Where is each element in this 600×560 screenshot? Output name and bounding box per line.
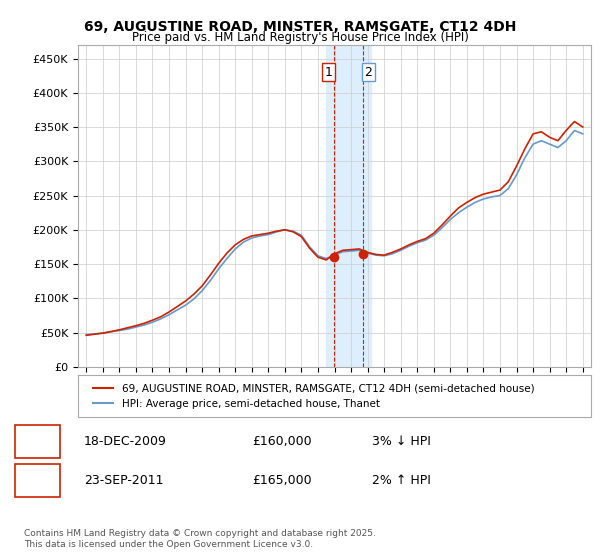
Text: 2% ↑ HPI: 2% ↑ HPI	[372, 474, 431, 487]
Text: 3% ↓ HPI: 3% ↓ HPI	[372, 435, 431, 448]
Text: £165,000: £165,000	[252, 474, 311, 487]
Text: 2: 2	[364, 66, 372, 79]
Text: £160,000: £160,000	[252, 435, 311, 448]
Text: 1: 1	[325, 66, 333, 79]
Text: 69, AUGUSTINE ROAD, MINSTER, RAMSGATE, CT12 4DH: 69, AUGUSTINE ROAD, MINSTER, RAMSGATE, C…	[84, 20, 516, 34]
Text: 2: 2	[33, 474, 41, 487]
Text: 18-DEC-2009: 18-DEC-2009	[84, 435, 167, 448]
Text: Contains HM Land Registry data © Crown copyright and database right 2025.
This d: Contains HM Land Registry data © Crown c…	[24, 529, 376, 549]
FancyBboxPatch shape	[15, 425, 60, 458]
Legend: 69, AUGUSTINE ROAD, MINSTER, RAMSGATE, CT12 4DH (semi-detached house), HPI: Aver: 69, AUGUSTINE ROAD, MINSTER, RAMSGATE, C…	[88, 380, 538, 413]
FancyBboxPatch shape	[15, 464, 60, 497]
Bar	[326, 45, 371, 367]
Text: 23-SEP-2011: 23-SEP-2011	[84, 474, 163, 487]
Text: 1: 1	[33, 435, 41, 448]
Text: Price paid vs. HM Land Registry's House Price Index (HPI): Price paid vs. HM Land Registry's House …	[131, 31, 469, 44]
